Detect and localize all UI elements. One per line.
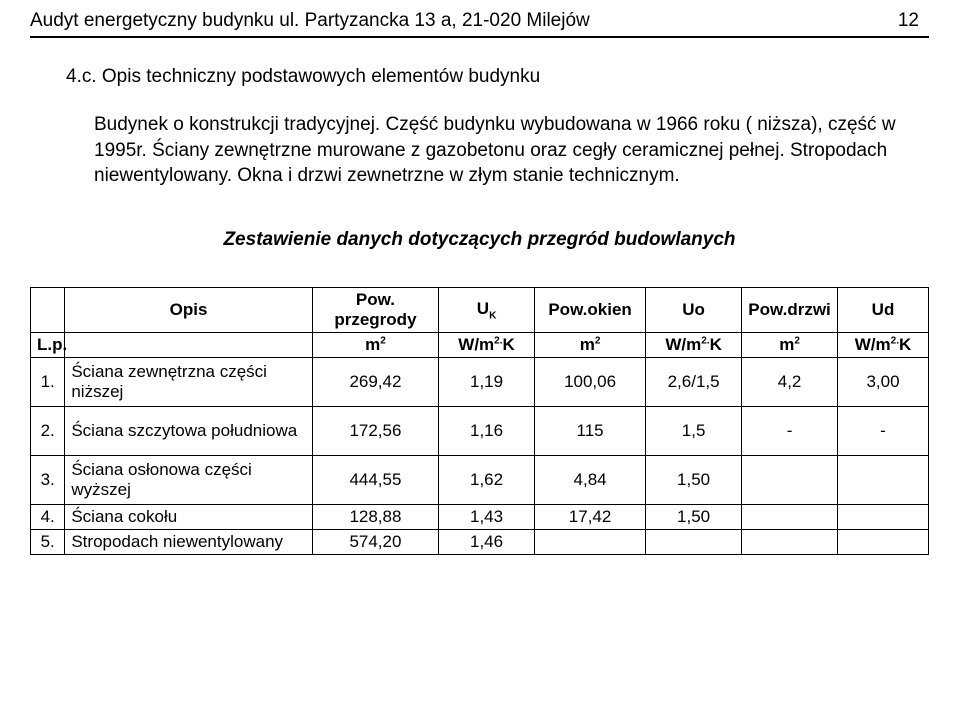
cell-d: 1,5 xyxy=(646,406,742,455)
cell-opis: Ściana szczytowa południowa xyxy=(65,406,312,455)
cell-b: 1,19 xyxy=(439,357,535,406)
unit-sup: 2 xyxy=(595,335,601,346)
header: Audyt energetyczny budynku ul. Partyzanc… xyxy=(30,10,929,38)
cell-lp: 1. xyxy=(31,357,65,406)
unit-k: K xyxy=(503,335,515,354)
unit-k: K xyxy=(899,335,911,354)
unit-wm: W/m xyxy=(665,335,701,354)
cell-lp: 5. xyxy=(31,529,65,554)
section-heading: 4.c. Opis techniczny podstawowych elemen… xyxy=(66,66,929,88)
cell-b: 1,46 xyxy=(439,529,535,554)
page-title: Audyt energetyczny budynku ul. Partyzanc… xyxy=(30,10,590,32)
cell-lp: 2. xyxy=(31,406,65,455)
cell-f xyxy=(838,529,929,554)
unit-m: m xyxy=(365,335,380,354)
cell-d: 1,50 xyxy=(646,455,742,504)
cell-a: 128,88 xyxy=(312,504,438,529)
table-row: 1. Ściana zewnętrzna części niższej 269,… xyxy=(31,357,929,406)
th-ud: Ud xyxy=(838,287,929,332)
cell-e xyxy=(742,504,838,529)
unit-wm: W/m xyxy=(855,335,891,354)
th-opis: Opis xyxy=(65,287,312,332)
th-unit-e: m2 xyxy=(742,332,838,357)
cell-b: 1,62 xyxy=(439,455,535,504)
cell-d: 2,6/1,5 xyxy=(646,357,742,406)
cell-e xyxy=(742,529,838,554)
th-uo: Uo xyxy=(646,287,742,332)
cell-b: 1,43 xyxy=(439,504,535,529)
th-blank2 xyxy=(65,332,312,357)
cell-b: 1,16 xyxy=(439,406,535,455)
unit-m: m xyxy=(580,335,595,354)
cell-e xyxy=(742,455,838,504)
th-pow-przegrody: Pow. przegrody xyxy=(312,287,438,332)
cell-lp: 4. xyxy=(31,504,65,529)
cell-opis: Stropodach niewentylowany xyxy=(65,529,312,554)
table-row: 3. Ściana osłonowa części wyższej 444,55… xyxy=(31,455,929,504)
cell-opis: Ściana cokołu xyxy=(65,504,312,529)
cell-f: - xyxy=(838,406,929,455)
th-pow-drzwi: Pow.drzwi xyxy=(742,287,838,332)
th-uk: UK xyxy=(439,287,535,332)
cell-d: 1,50 xyxy=(646,504,742,529)
cell-c xyxy=(535,529,646,554)
cell-c: 100,06 xyxy=(535,357,646,406)
table-title: Zestawienie danych dotyczących przegród … xyxy=(30,229,929,251)
cell-c: 4,84 xyxy=(535,455,646,504)
cell-e: 4,2 xyxy=(742,357,838,406)
th-uk-u: U xyxy=(477,299,489,318)
cell-a: 574,20 xyxy=(312,529,438,554)
th-blank xyxy=(31,287,65,332)
unit-k: K xyxy=(710,335,722,354)
cell-opis: Ściana osłonowa części wyższej xyxy=(65,455,312,504)
cell-lp: 3. xyxy=(31,455,65,504)
page-number: 12 xyxy=(898,10,929,32)
unit-sup: 2 xyxy=(380,335,386,346)
table-header-row-2: L.p. m2 W/m2.K m2 W/m2.K m2 W/m2 xyxy=(31,332,929,357)
th-unit-f: W/m2.K xyxy=(838,332,929,357)
cell-f: 3,00 xyxy=(838,357,929,406)
table-row: 2. Ściana szczytowa południowa 172,56 1,… xyxy=(31,406,929,455)
unit-wm: W/m xyxy=(458,335,494,354)
cell-f xyxy=(838,504,929,529)
th-unit-c: m2 xyxy=(535,332,646,357)
cell-c: 115 xyxy=(535,406,646,455)
unit-m: m xyxy=(779,335,794,354)
cell-opis: Ściana zewnętrzna części niższej xyxy=(65,357,312,406)
data-table: Opis Pow. przegrody UK Pow.okien Uo Pow.… xyxy=(30,287,929,555)
cell-a: 269,42 xyxy=(312,357,438,406)
cell-d xyxy=(646,529,742,554)
cell-a: 172,56 xyxy=(312,406,438,455)
th-pow-okien: Pow.okien xyxy=(535,287,646,332)
table-header-row-1: Opis Pow. przegrody UK Pow.okien Uo Pow.… xyxy=(31,287,929,332)
th-unit-b: W/m2.K xyxy=(439,332,535,357)
cell-c: 17,42 xyxy=(535,504,646,529)
th-unit-d: W/m2.K xyxy=(646,332,742,357)
th-unit-a: m2 xyxy=(312,332,438,357)
unit-sup: 2 xyxy=(794,335,800,346)
section-paragraph: Budynek o konstrukcji tradycyjnej. Część… xyxy=(94,112,914,189)
table-row: 5. Stropodach niewentylowany 574,20 1,46 xyxy=(31,529,929,554)
cell-f xyxy=(838,455,929,504)
th-uk-sub: K xyxy=(489,310,496,321)
table-row: 4. Ściana cokołu 128,88 1,43 17,42 1,50 xyxy=(31,504,929,529)
cell-e: - xyxy=(742,406,838,455)
cell-a: 444,55 xyxy=(312,455,438,504)
th-lp: L.p. xyxy=(31,332,65,357)
